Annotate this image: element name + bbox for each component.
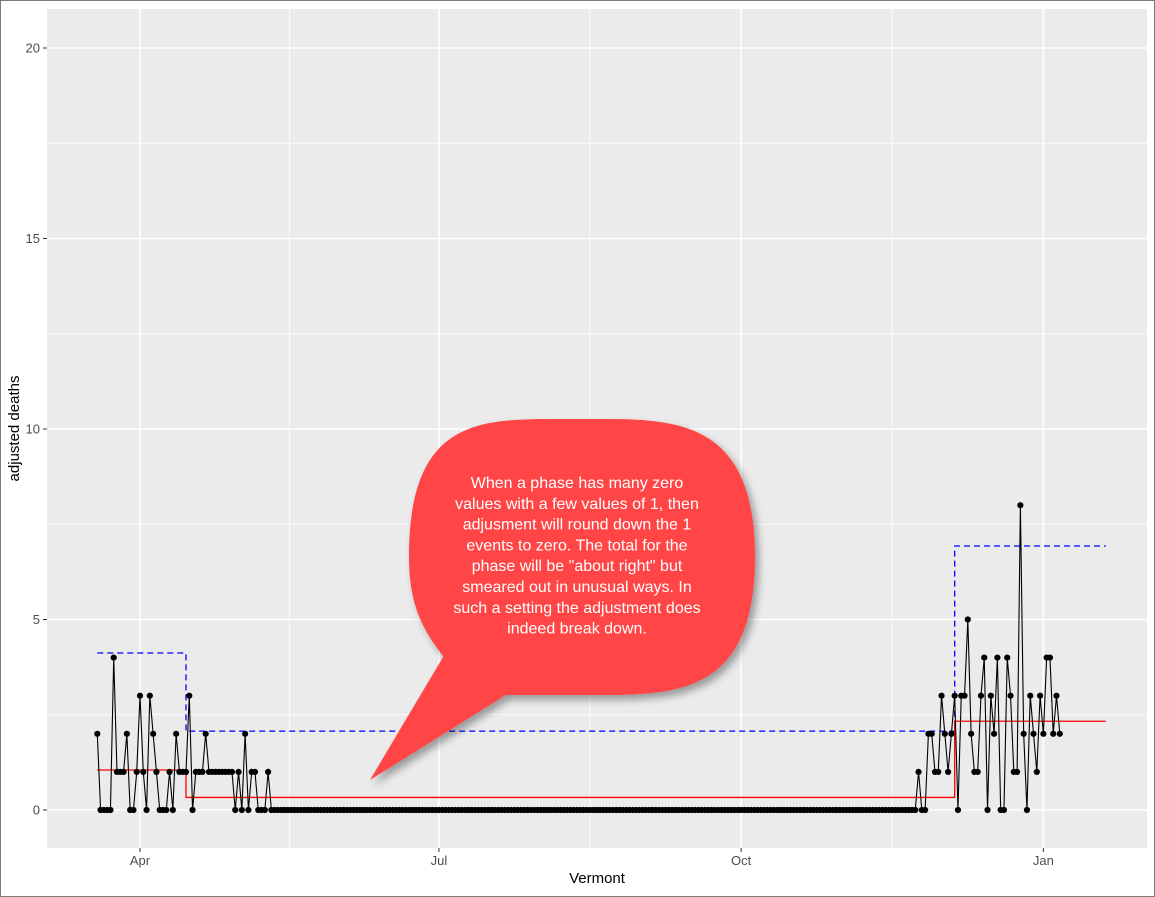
- data-point: [945, 768, 952, 776]
- data-point: [1023, 806, 1031, 814]
- data-point: [948, 730, 955, 737]
- callout-text-line: phase will be "about right" but: [472, 558, 683, 575]
- x-tick-label: Oct: [731, 853, 752, 868]
- data-point: [94, 730, 101, 737]
- data-point: [123, 730, 130, 737]
- data-point: [954, 806, 962, 814]
- data-point: [1040, 730, 1047, 737]
- data-point: [130, 806, 137, 814]
- data-point: [242, 730, 249, 737]
- data-point: [968, 730, 975, 737]
- data-point: [987, 692, 994, 699]
- data-point: [935, 768, 942, 776]
- data-point: [251, 768, 259, 776]
- data-point: [1017, 502, 1024, 509]
- data-point: [238, 806, 245, 814]
- callout-bubble: [370, 419, 755, 780]
- y-tick-label: 15: [26, 231, 40, 246]
- data-point: [981, 654, 988, 661]
- data-point: [1030, 730, 1037, 737]
- y-tick-label: 0: [33, 803, 40, 818]
- data-point: [110, 654, 117, 661]
- data-point: [199, 768, 206, 776]
- callout-text-line: such a setting the adjustment does: [453, 600, 700, 617]
- x-axis-title: Vermont: [569, 870, 626, 887]
- data-point: [1036, 692, 1044, 699]
- data-point: [1033, 768, 1040, 776]
- data-point: [173, 730, 180, 737]
- data-point: [984, 806, 991, 814]
- data-point: [1004, 654, 1011, 661]
- data-point: [169, 806, 176, 814]
- y-axis-title: adjusted deaths: [6, 376, 23, 482]
- data-point: [235, 768, 242, 776]
- data-point: [994, 654, 1001, 661]
- data-point: [265, 768, 272, 776]
- data-point: [974, 768, 981, 776]
- y-tick-label: 5: [33, 612, 40, 627]
- callout-text: When a phase has many zero values with a …: [453, 475, 700, 638]
- x-tick-label: Apr: [130, 853, 151, 868]
- data-point: [166, 768, 173, 776]
- data-point: [922, 806, 929, 814]
- data-point: [1050, 730, 1057, 737]
- data-point: [133, 768, 140, 776]
- data-point: [140, 768, 147, 776]
- observed-series-points: [94, 502, 1063, 814]
- data-point: [136, 692, 144, 699]
- callout-text-line: smeared out in unusual ways. In: [462, 579, 691, 596]
- callout-text-line: indeed break down.: [507, 621, 647, 638]
- data-point: [153, 768, 160, 776]
- data-point: [146, 692, 153, 699]
- data-point: [1020, 730, 1027, 737]
- x-axis: Apr Jul Oct Jan: [130, 848, 1054, 868]
- data-point: [150, 730, 157, 737]
- data-point: [915, 768, 922, 776]
- x-tick-label: Jul: [431, 853, 448, 868]
- data-point: [189, 806, 196, 814]
- data-point: [186, 692, 193, 699]
- y-tick-label: 10: [26, 422, 40, 437]
- y-axis: 0 5 10 15 20: [26, 41, 47, 818]
- data-point: [107, 806, 114, 814]
- data-point: [261, 806, 268, 814]
- data-point: [1053, 692, 1060, 699]
- data-point: [163, 806, 170, 814]
- data-point: [928, 730, 935, 737]
- data-point: [143, 806, 150, 814]
- data-point: [951, 692, 958, 699]
- callout-text-line: values with a few values of 1, then: [455, 496, 699, 513]
- data-point: [1007, 692, 1014, 699]
- data-point: [1014, 768, 1021, 776]
- upper-bound-path: [97, 545, 1106, 732]
- annotation-callout: When a phase has many zero values with a …: [370, 419, 755, 780]
- callout-text-line: events to zero. The total for the: [466, 537, 687, 554]
- data-point: [232, 806, 239, 814]
- data-point: [977, 692, 985, 699]
- data-point: [1027, 692, 1034, 699]
- callout-text-line: When a phase has many zero: [471, 475, 684, 492]
- data-point: [964, 616, 971, 623]
- data-point: [1046, 654, 1054, 661]
- data-point: [182, 768, 190, 776]
- y-tick-label: 20: [26, 41, 40, 56]
- data-point: [120, 768, 127, 776]
- data-point: [245, 806, 252, 814]
- data-point: [961, 692, 968, 699]
- data-point: [228, 768, 236, 776]
- data-point: [1000, 806, 1008, 814]
- data-point: [991, 730, 998, 737]
- data-point: [912, 806, 919, 814]
- data-point: [938, 692, 945, 699]
- upper-bound-line: [97, 545, 1106, 732]
- x-tick-label: Jan: [1033, 853, 1054, 868]
- data-point: [1056, 730, 1063, 737]
- data-point: [202, 730, 209, 737]
- data-point: [941, 730, 948, 737]
- callout-text-line: adjusment will round down the 1: [463, 517, 692, 534]
